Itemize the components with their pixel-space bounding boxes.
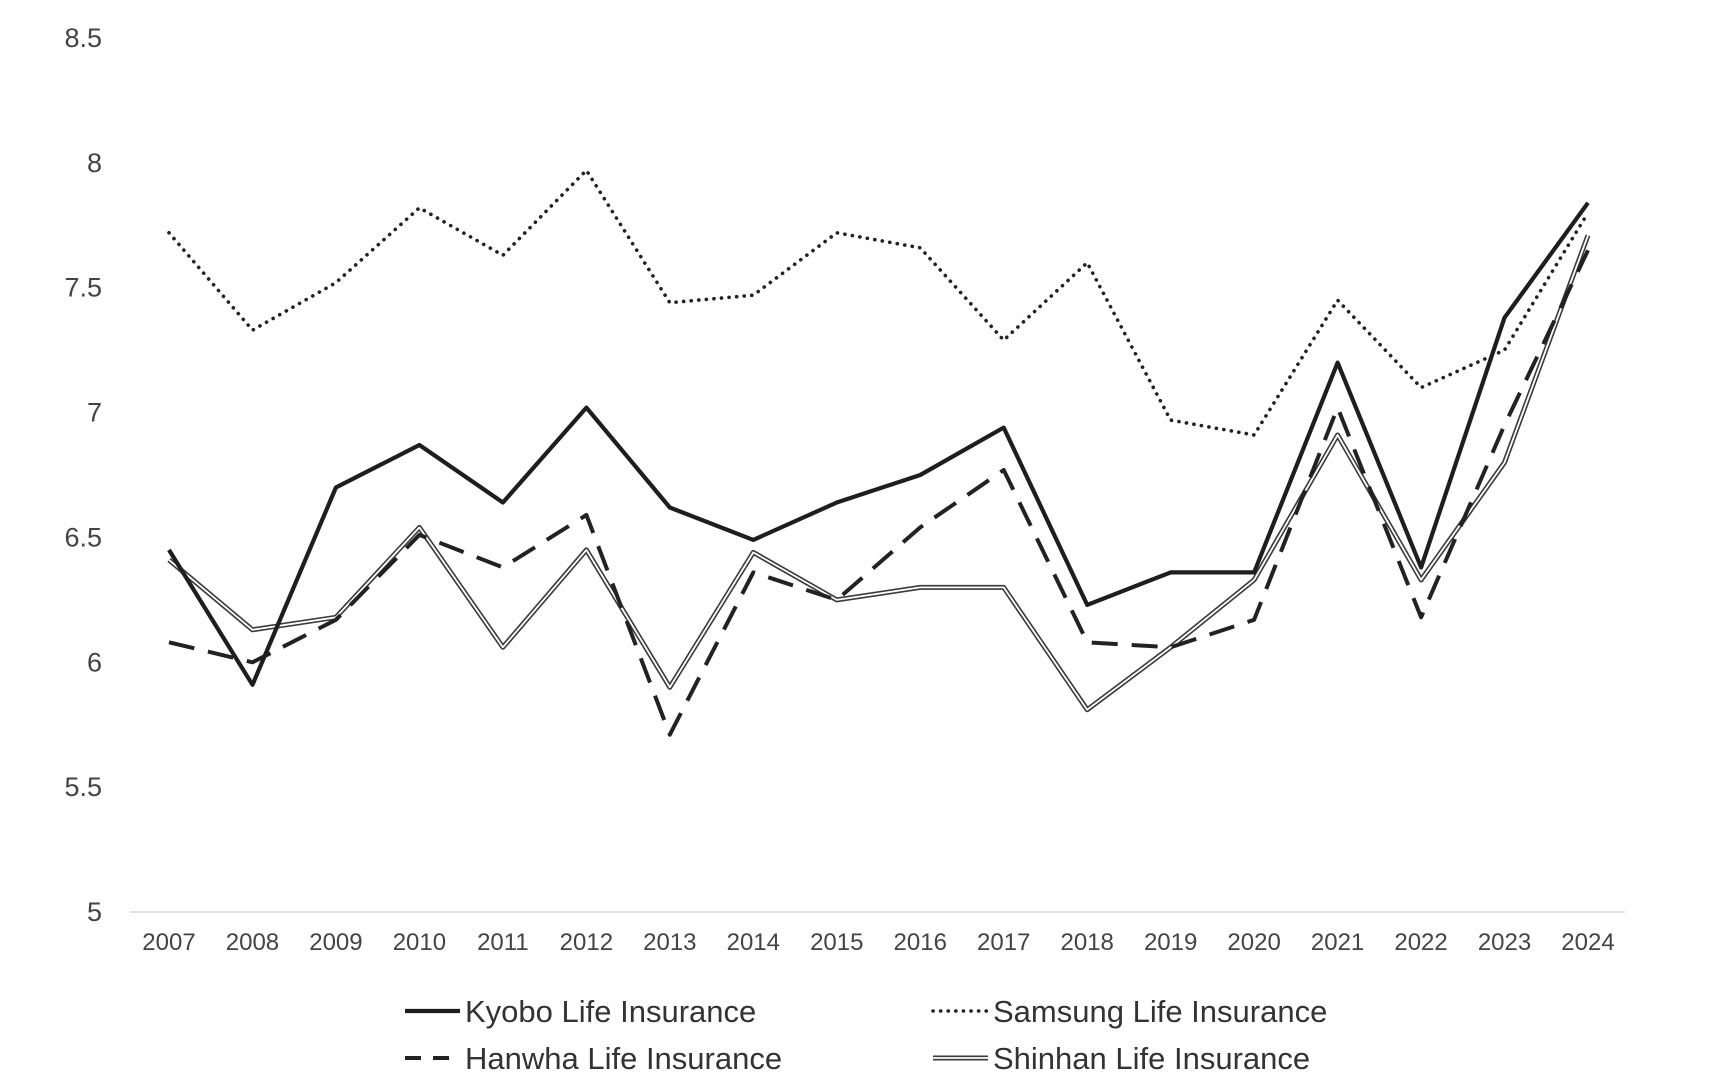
- x-tick-label: 2008: [226, 929, 279, 956]
- y-tick-label: 6.5: [64, 522, 102, 552]
- y-axis-tick-labels: 5 5.5 6 6.5 7 7.5 8 8.5: [64, 23, 102, 927]
- series-kyobo-life-insurance-line-stroke: [167, 201, 1590, 687]
- series-lines: [167, 168, 1591, 737]
- x-tick-label: 2011: [477, 929, 529, 956]
- y-tick-label: 7.5: [64, 273, 102, 303]
- x-tick-label: 2022: [1394, 929, 1447, 956]
- y-tick-label: 8: [87, 148, 102, 178]
- x-tick-label: 2007: [142, 929, 195, 956]
- legend: Kyobo Life Insurance Samsung Life Insuran…: [405, 994, 1327, 1076]
- legend-item-hanwha-life-insurance: Hanwha Life Insurance: [405, 1041, 782, 1076]
- y-tick-label: 8.5: [64, 23, 102, 53]
- x-tick-label: 2021: [1311, 929, 1364, 956]
- y-tick-label: 7: [87, 398, 102, 428]
- legend-item-shinhan-life-insurance: Shinhan Life Insurance: [933, 1041, 1310, 1076]
- legend-item-samsung-life-insurance: Samsung Life Insurance: [931, 994, 1327, 1029]
- x-tick-label: 2023: [1478, 929, 1531, 956]
- y-tick-label: 5: [87, 897, 102, 927]
- series-hanwha-life-insurance-line-stroke: [168, 249, 1590, 737]
- x-tick-label: 2017: [977, 929, 1030, 956]
- series-kyobo-life-insurance: [167, 201, 1590, 687]
- x-tick-label: 2009: [309, 929, 362, 956]
- x-tick-label: 2012: [560, 929, 613, 956]
- x-tick-label: 2016: [894, 929, 947, 956]
- legend-label: Shinhan Life Insurance: [993, 1041, 1310, 1076]
- x-tick-label: 2024: [1561, 929, 1614, 956]
- x-tick-label: 2015: [810, 929, 863, 956]
- y-tick-label: 5.5: [64, 772, 102, 802]
- legend-item-kyobo-life-insurance: Kyobo Life Insurance: [405, 994, 756, 1029]
- x-tick-label: 2014: [727, 929, 780, 956]
- y-tick-label: 6: [87, 647, 102, 677]
- x-axis-tick-labels: 2007 2008 2009 2010 2011 2012 2013 2014 2015 2016…: [142, 929, 1614, 956]
- legend-label: Hanwha Life Insurance: [465, 1041, 782, 1076]
- series-shinhan-life-insurance-line-inner-stroke: [168, 234, 1589, 711]
- x-tick-label: 2010: [393, 929, 446, 956]
- x-tick-label: 2019: [1144, 929, 1197, 956]
- x-tick-label: 2013: [643, 929, 696, 956]
- x-tick-label: 2018: [1060, 929, 1113, 956]
- series-samsung-life-insurance: [167, 168, 1590, 437]
- series-samsung-life-insurance-line-stroke: [167, 168, 1590, 437]
- legend-label: Kyobo Life Insurance: [465, 994, 756, 1029]
- x-tick-label: 2020: [1227, 929, 1280, 956]
- legend-label: Samsung Life Insurance: [993, 994, 1327, 1029]
- series-shinhan-life-insurance-line-outer-stroke: [167, 234, 1591, 713]
- series-hanwha-life-insurance: [168, 249, 1590, 737]
- series-shinhan-life-insurance: [167, 234, 1591, 713]
